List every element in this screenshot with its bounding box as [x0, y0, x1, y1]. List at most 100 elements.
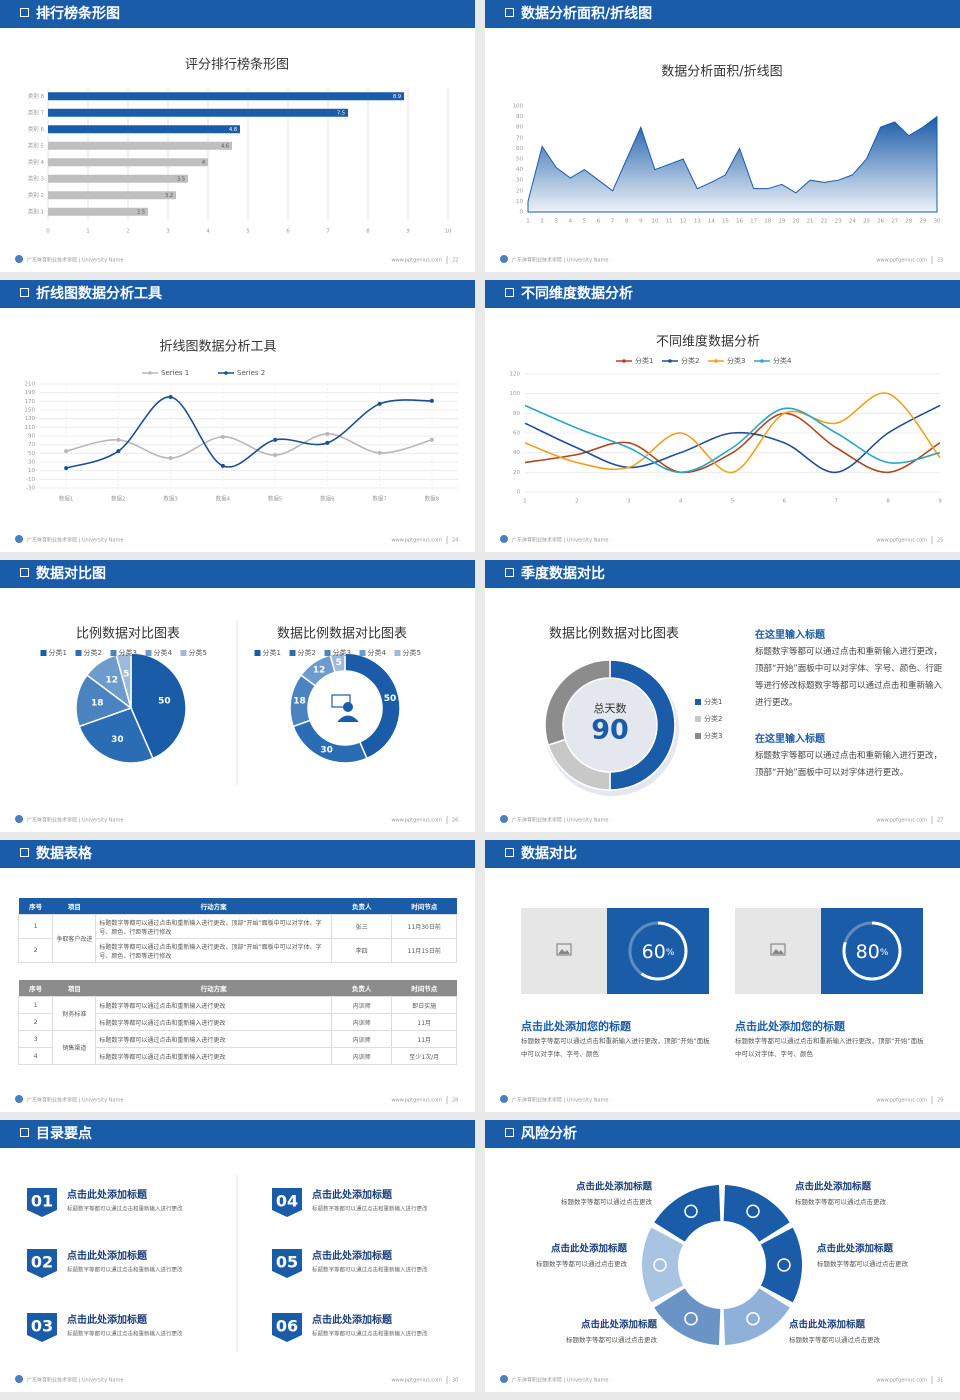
slide: 广东体育职业技术学院 | University Name www.pptgeniu…	[485, 840, 960, 1112]
cycle-segment	[642, 1227, 684, 1303]
y-tick-label: 90	[28, 434, 35, 440]
x-tick-label: 12	[680, 219, 687, 225]
y-tick-label: 90	[516, 114, 523, 120]
y-tick-label: 100	[510, 391, 521, 397]
bar	[48, 125, 240, 134]
legend-dot	[224, 371, 228, 375]
footer-logo	[500, 1375, 508, 1383]
cycle-segment	[654, 1288, 721, 1345]
card-title: 点击此处添加您的标题	[735, 1020, 845, 1033]
y-tick-label: 60	[516, 146, 523, 152]
legend-swatch	[75, 650, 82, 656]
footer-logo	[15, 1375, 23, 1383]
x-tick-label: 数据3	[163, 495, 178, 503]
marker	[116, 437, 121, 442]
slide-canvas: 广东体育职业技术学院 | University Name www.pptgeniu…	[15, 57, 458, 264]
cell-deadline: 11月	[391, 1030, 457, 1048]
badge	[272, 1188, 302, 1217]
value-label: 7.5	[337, 110, 345, 116]
x-tick-label: 3	[627, 499, 631, 505]
cell-deadline: 11月30日前	[391, 914, 457, 939]
x-tick-label: 5	[731, 499, 735, 505]
footer-school: 广东体育职业技术学院 | University Name	[27, 257, 123, 264]
cell-deadline: 至少1次/月	[391, 1047, 457, 1065]
data-table: 序号 项目 行动方案 负责人 时间节点 1 争取客户改进 标题数字等都可以通过点击和重新输入进…	[17, 898, 457, 963]
y-tick-label: 10	[516, 199, 523, 205]
series-line	[524, 412, 941, 474]
x-tick-label: 24	[849, 219, 856, 225]
x-tick-label: 5	[583, 219, 587, 225]
legend-label: 分类3	[333, 648, 351, 657]
x-tick-label: 4	[569, 219, 573, 225]
x-tick-label: 数据4	[216, 495, 231, 503]
center-value: 90	[591, 715, 629, 746]
bar	[48, 108, 348, 117]
value-label: 4.6	[221, 143, 229, 149]
footer-school: 广东体育职业技术学院 | University Name	[512, 817, 608, 824]
cell-item: 销售渠道	[52, 1030, 97, 1065]
footer-url: www.pptgenius.com	[876, 258, 927, 264]
header-row: 序号 项目 行动方案 负责人 时间节点	[18, 898, 457, 915]
y-tick-label: 30	[516, 178, 523, 184]
slide-canvas: 广东体育职业技术学院 | University Name www.pptgeniu…	[500, 908, 943, 1104]
slide-header: 折线图数据分析工具	[0, 280, 475, 308]
slice-label: 18	[91, 698, 104, 708]
legend-label: 分类4	[773, 356, 792, 365]
badge	[27, 1313, 57, 1342]
cell-index: 1	[17, 914, 54, 939]
y-tick-label: 80	[516, 125, 523, 131]
header-cell: 行动方案	[200, 903, 227, 911]
x-tick-label: 23	[835, 219, 842, 225]
y-tick-label: 100	[513, 104, 524, 110]
slide-header: 目录要点	[0, 1120, 475, 1148]
x-tick-label: 数据7	[372, 495, 387, 503]
risk-title: 点击此处添加标题	[581, 1319, 658, 1331]
footer-school: 广东体育职业技术学院 | University Name	[512, 1097, 608, 1104]
x-tick-label: 14	[708, 219, 715, 225]
risk-text: 标题数字等都可以通过点击更改	[566, 1335, 658, 1344]
y-tick-label: -10	[26, 477, 35, 483]
x-tick-label: 13	[694, 219, 701, 225]
slide-canvas: 广东体育职业技术学院 | University Name www.pptgeniu…	[15, 1095, 458, 1104]
note-text: 标题数字等都可以通过点击和重新输入进行更改，顶部“开始”面板中可以对字体进行更改…	[755, 751, 943, 778]
marker	[116, 449, 121, 454]
page-number: 28	[452, 1098, 458, 1104]
x-tick-label: 10	[651, 219, 658, 225]
page-number: 25	[937, 538, 943, 544]
series-line	[65, 396, 432, 469]
footer-url: www.pptgenius.com	[391, 258, 442, 264]
legend-label: Series 1	[161, 369, 189, 377]
x-tick-label: 9	[406, 229, 410, 235]
item-text: 标题数字等都可以通过点击和重新输入进行更改	[67, 1330, 183, 1338]
cell-deadline: 11月	[391, 1013, 457, 1031]
slide-canvas: 广东体育职业技术学院 | University Name www.pptgeniu…	[15, 340, 458, 544]
header-icon	[20, 568, 29, 577]
cycle-segment	[723, 1288, 790, 1345]
slide-canvas: 广东体育职业技术学院 | University Name www.pptgeniu…	[15, 1175, 458, 1384]
slide-title: 季度数据对比	[521, 566, 605, 582]
footer-url: www.pptgenius.com	[391, 1098, 442, 1104]
slide-canvas: 广东体育职业技术学院 | University Name www.pptgeniu…	[500, 65, 943, 264]
y-tick-label: -30	[26, 486, 35, 492]
slide-title: 数据对比	[521, 846, 577, 862]
y-tick-label: 150	[25, 408, 36, 414]
legend-label: 分类2	[298, 648, 316, 657]
item-title: 点击此处添加标题	[67, 1313, 148, 1326]
page-number: 22	[452, 258, 458, 264]
badge-number: 04	[276, 1192, 298, 1211]
header-icon	[505, 848, 514, 857]
slice	[292, 719, 368, 764]
slide-canvas: 广东体育职业技术学院 | University Name www.pptgeniu…	[500, 627, 943, 824]
value-label: 3.2	[165, 193, 173, 199]
slide-canvas: 广东体育职业技术学院 | University Name www.pptgeniu…	[15, 620, 458, 824]
y-tick-label: 190	[25, 390, 36, 396]
icon-body	[337, 715, 359, 722]
footer-school: 广东体育职业技术学院 | University Name	[27, 1097, 123, 1104]
x-tick-label: 7	[326, 229, 330, 235]
ring-value: 60%	[642, 941, 675, 963]
x-tick-label: 17	[750, 219, 757, 225]
cycle-icon	[746, 1204, 760, 1219]
item-title: 点击此处添加标题	[312, 1313, 393, 1326]
item-text: 标题数字等都可以通过点击和重新输入进行更改	[312, 1205, 428, 1213]
note-heading: 在这里输入标题	[755, 630, 825, 641]
